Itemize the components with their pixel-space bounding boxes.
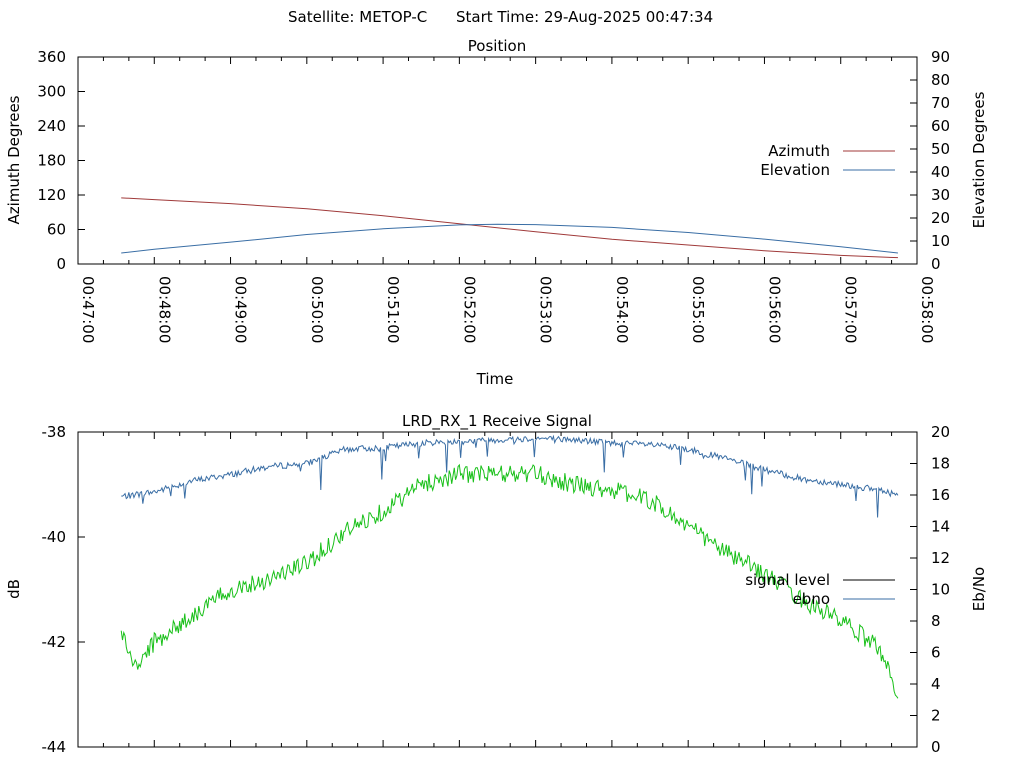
time-axis-label: Time [476, 370, 514, 388]
ebno-tick-label: 6 [931, 644, 941, 662]
azimuth-tick-label: 360 [37, 48, 66, 66]
time-tick-label: 00:54:00 [613, 276, 631, 343]
ebno-tick-label: 4 [931, 675, 941, 693]
time-tick-label: 00:58:00 [918, 276, 936, 343]
position-chart: Position 0 60 120 180 240 300 360 0 10 20 30 40 50 60… [5, 37, 988, 388]
azimuth-tick-label: 240 [37, 117, 66, 135]
legend-signal-level-label: signal level [745, 571, 830, 589]
elevation-tick-label: 30 [931, 186, 950, 204]
time-tick-label: 00:52:00 [460, 276, 478, 343]
elevation-tick-label: 80 [931, 71, 950, 89]
ebno-line [121, 434, 899, 518]
receive-signal-legend: signal level ebno [745, 571, 895, 608]
time-tick-label: 00:50:00 [308, 276, 326, 343]
azimuth-tick-label: 300 [37, 83, 66, 101]
azimuth-tick-label: 0 [56, 255, 66, 273]
legend-elevation-label: Elevation [760, 161, 830, 179]
elevation-axis-label: Elevation Degrees [970, 91, 988, 228]
ebno-tick-label: 18 [931, 455, 950, 473]
ebno-tick-label: 12 [931, 549, 950, 567]
ebno-tick-label: 8 [931, 612, 941, 630]
ebno-tick-label: 14 [931, 518, 950, 536]
receive-signal-chart: LRD_RX_1 Receive Signal -44 -42 -40 -38 0 2 4 6… [5, 412, 988, 756]
azimuth-tick-label: 120 [37, 186, 66, 204]
azimuth-tick-label: 180 [37, 152, 66, 170]
elevation-tick-label: 40 [931, 163, 950, 181]
ebno-tick-label: 16 [931, 486, 950, 504]
time-tick-label: 00:53:00 [537, 276, 555, 343]
db-tick-label: -44 [42, 738, 67, 756]
azimuth-line [121, 197, 898, 259]
elevation-tick-label: 0 [931, 255, 941, 273]
db-axis-label: dB [5, 579, 23, 599]
elevation-tick-label: 70 [931, 94, 950, 112]
db-tick-label: -38 [42, 423, 67, 441]
time-tick-label: 00:47:00 [79, 276, 97, 343]
elevation-tick-label: 50 [931, 140, 950, 158]
time-tick-label: 00:49:00 [232, 276, 250, 343]
signal-level-line [120, 463, 899, 699]
azimuth-tick-label: 60 [47, 221, 66, 239]
position-legend: Azimuth Elevation [760, 142, 895, 179]
satellite-label: Satellite: METOP-C [288, 8, 427, 26]
legend-ebno-label: ebno [793, 590, 830, 608]
legend-azimuth-label: Azimuth [768, 142, 830, 160]
elevation-line [121, 223, 898, 254]
position-series [121, 197, 898, 259]
ebno-axis-label: Eb/No [970, 567, 988, 611]
time-tick-label: 00:56:00 [765, 276, 783, 343]
start-time-label: Start Time: 29-Aug-2025 00:47:34 [456, 8, 713, 26]
receive-signal-ticks: -44 -42 -40 -38 0 2 4 6 8 10 12 14 16 18 20 [42, 423, 951, 756]
position-ticks: 0 60 120 180 240 300 360 0 10 20 30 40 50 60 70 80 90 00:… [37, 48, 950, 343]
elevation-tick-label: 10 [931, 232, 950, 250]
azimuth-axis-label: Azimuth Degrees [5, 95, 23, 224]
ebno-tick-label: 2 [931, 707, 941, 725]
db-tick-label: -40 [42, 528, 67, 546]
ebno-tick-label: 10 [931, 581, 950, 599]
time-tick-label: 00:55:00 [689, 276, 707, 343]
elevation-tick-label: 90 [931, 48, 950, 66]
elevation-tick-label: 60 [931, 117, 950, 135]
db-tick-label: -42 [42, 633, 67, 651]
ebno-tick-label: 20 [931, 423, 950, 441]
time-tick-label: 00:51:00 [384, 276, 402, 343]
position-chart-title: Position [468, 37, 526, 55]
elevation-tick-label: 20 [931, 209, 950, 227]
time-tick-label: 00:48:00 [155, 276, 173, 343]
ebno-tick-label: 0 [931, 738, 941, 756]
receive-signal-chart-title: LRD_RX_1 Receive Signal [402, 412, 592, 431]
time-tick-label: 00:57:00 [842, 276, 860, 343]
receive-signal-series [120, 434, 899, 699]
